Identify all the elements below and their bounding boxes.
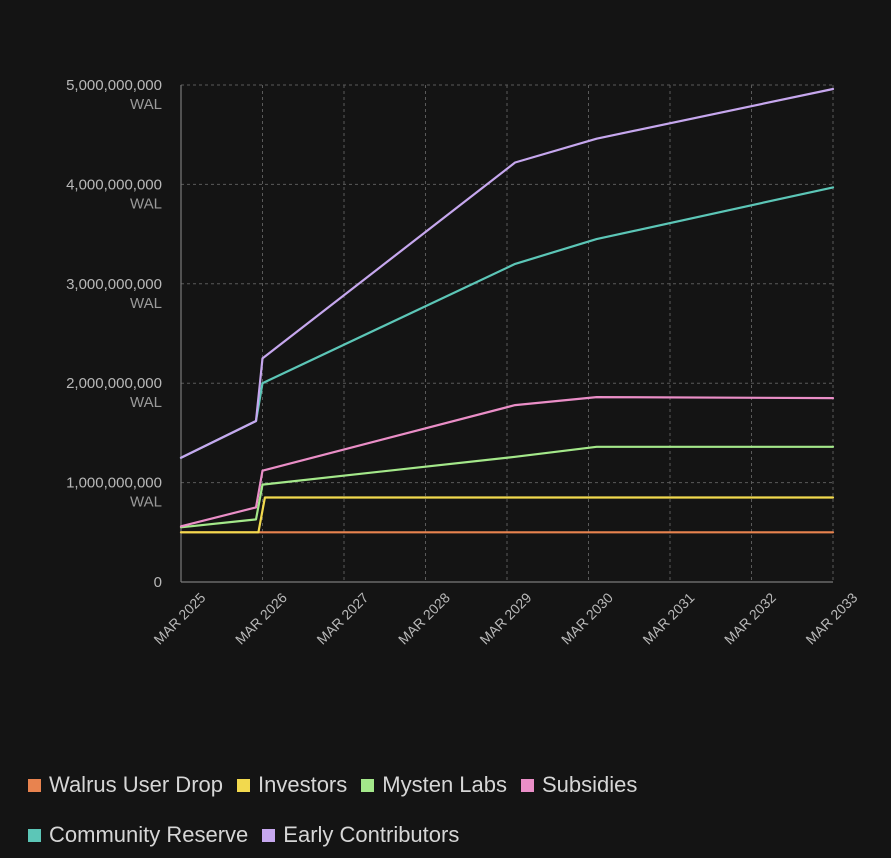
y-tick-unit: WAL bbox=[130, 494, 162, 511]
legend-swatch bbox=[361, 778, 375, 792]
legend-item-early-contributors: Early Contributors bbox=[262, 822, 459, 848]
legend-swatch bbox=[28, 778, 41, 792]
y-axis: 0 1,000,000,000 WAL 2,000,000,000 WAL 3,000,0… bbox=[66, 77, 162, 591]
y-tick-unit: WAL bbox=[130, 195, 162, 212]
x-tick-label: MAR 2030 bbox=[558, 589, 616, 647]
legend-item-subsidies: Subsidies bbox=[521, 772, 637, 798]
x-tick-label: MAR 2026 bbox=[232, 589, 290, 647]
y-tick-label: 5,000,000,000 bbox=[66, 77, 162, 94]
legend-swatch bbox=[28, 828, 41, 842]
legend-swatch bbox=[237, 778, 250, 792]
x-tick-label: MAR 2032 bbox=[721, 589, 779, 647]
legend: Walrus User Drop Investors Mysten Labs Subs… bbox=[28, 772, 788, 848]
y-tick-label: 3,000,000,000 bbox=[66, 276, 162, 293]
y-tick-unit: WAL bbox=[130, 394, 162, 411]
line-chart: 0 1,000,000,000 WAL 2,000,000,000 WAL 3,000,0… bbox=[66, 77, 861, 648]
series-line-early-contributors bbox=[179, 87, 835, 459]
y-tick-label: 1,000,000,000 bbox=[66, 475, 162, 492]
y-tick-label: 0 bbox=[154, 574, 162, 591]
x-tick-label: MAR 2033 bbox=[802, 589, 860, 647]
grid bbox=[180, 84, 834, 583]
y-tick-label: 2,000,000,000 bbox=[66, 375, 162, 392]
legend-label: Subsidies bbox=[542, 772, 638, 797]
y-tick-unit: WAL bbox=[130, 96, 162, 113]
legend-swatch bbox=[521, 778, 534, 792]
series-line-investors bbox=[179, 496, 835, 534]
x-tick-label: MAR 2028 bbox=[395, 589, 453, 647]
y-tick-label: 4,000,000,000 bbox=[66, 176, 162, 193]
legend-item-walrus-user-drop: Walrus User Drop bbox=[28, 772, 223, 798]
legend-label: Early Contributors bbox=[283, 822, 460, 847]
x-tick-label: MAR 2025 bbox=[150, 589, 208, 647]
legend-label: Investors bbox=[258, 772, 348, 797]
y-tick-unit: WAL bbox=[130, 295, 162, 312]
series-line-subsidies bbox=[179, 396, 835, 528]
x-tick-label: MAR 2027 bbox=[313, 589, 371, 647]
legend-item-investors: Investors bbox=[237, 772, 347, 798]
x-tick-label: MAR 2031 bbox=[639, 589, 697, 647]
legend-label: Mysten Labs bbox=[382, 772, 507, 797]
legend-swatch bbox=[262, 828, 276, 842]
series-line-mysten-labs bbox=[179, 445, 835, 529]
x-axis: MAR 2025 MAR 2026 MAR 2027 MAR 2028 MAR 2029… bbox=[150, 589, 860, 647]
legend-item-community-reserve: Community Reserve bbox=[28, 822, 248, 848]
legend-item-mysten-labs: Mysten Labs bbox=[361, 772, 507, 798]
legend-label: Walrus User Drop bbox=[49, 772, 223, 797]
series bbox=[179, 87, 835, 534]
x-tick-label: MAR 2029 bbox=[476, 589, 534, 647]
legend-label: Community Reserve bbox=[49, 822, 249, 847]
